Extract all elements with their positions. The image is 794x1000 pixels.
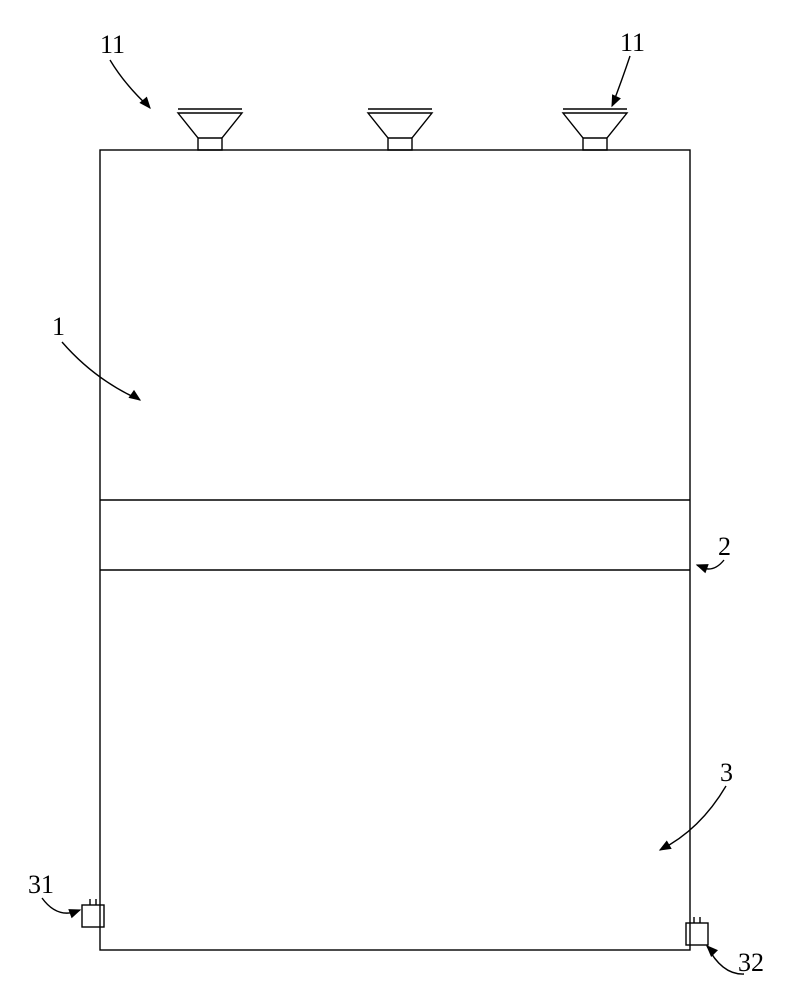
label-11-left: 11 [100, 30, 125, 60]
label-32: 32 [738, 948, 764, 978]
diagram-svg [0, 0, 794, 1000]
diagram-canvas: 11 11 1 2 3 31 32 [0, 0, 794, 1000]
label-1: 1 [52, 312, 65, 342]
label-11-right: 11 [620, 28, 645, 58]
label-3: 3 [720, 758, 733, 788]
label-31: 31 [28, 870, 54, 900]
label-2: 2 [718, 532, 731, 562]
